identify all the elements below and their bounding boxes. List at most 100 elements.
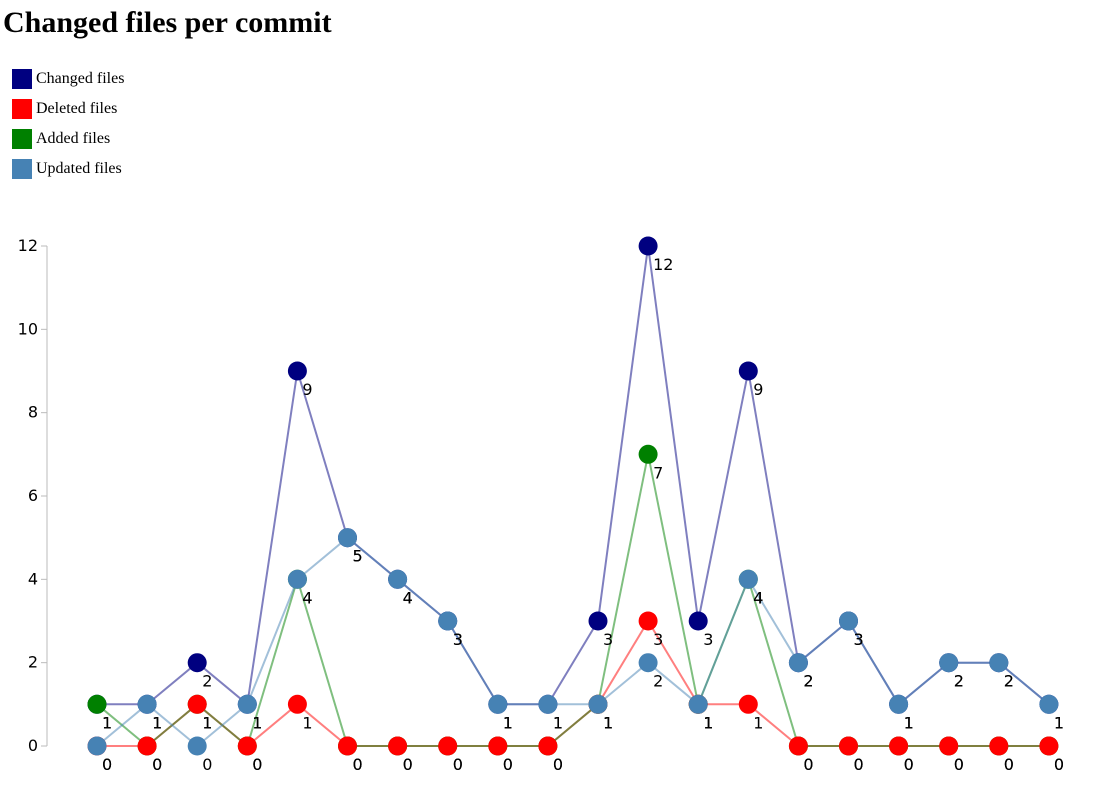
data-point <box>488 736 508 756</box>
data-label: 1 <box>603 713 613 732</box>
data-point <box>388 736 408 756</box>
data-label: 1 <box>252 713 262 732</box>
data-label: 1 <box>1054 713 1064 732</box>
data-label: 9 <box>753 380 763 399</box>
data-point <box>137 694 157 714</box>
data-label: 1 <box>102 713 112 732</box>
data-label: 1 <box>252 713 262 732</box>
data-point <box>438 611 458 631</box>
data-point <box>538 736 558 756</box>
legend-label-changed-files: Changed files <box>36 70 125 87</box>
data-label: 3 <box>854 630 864 649</box>
legend: Changed files Deleted files Added files … <box>12 64 124 184</box>
data-point <box>889 736 909 756</box>
data-label: 0 <box>954 755 964 774</box>
data-label: 2 <box>803 672 813 691</box>
data-label: 1 <box>202 713 212 732</box>
data-label: 2 <box>954 672 964 691</box>
data-point <box>287 361 307 381</box>
data-point <box>989 736 1009 756</box>
data-label: 0 <box>403 755 413 774</box>
legend-swatch-added-files <box>12 129 32 149</box>
legend-item-deleted-files: Deleted files <box>12 94 124 124</box>
data-label: 0 <box>202 755 212 774</box>
data-label: 0 <box>803 755 813 774</box>
data-label: 1 <box>603 713 613 732</box>
data-point <box>839 611 858 631</box>
data-label: 0 <box>1004 755 1014 774</box>
data-label: 0 <box>403 755 413 774</box>
data-label: 0 <box>1054 755 1064 774</box>
y-tick-label: 12 <box>18 236 38 255</box>
data-point <box>338 528 357 548</box>
data-point <box>638 611 658 631</box>
legend-label-updated-files: Updated files <box>36 160 122 177</box>
y-tick-label: 8 <box>28 403 38 422</box>
data-label: 4 <box>403 588 413 607</box>
data-label: 0 <box>353 755 363 774</box>
data-point <box>839 736 858 756</box>
data-label: 0 <box>152 755 162 774</box>
y-tick-label: 0 <box>28 736 38 755</box>
data-label: 1 <box>753 713 763 732</box>
data-label: 2 <box>202 672 212 691</box>
data-label: 1 <box>553 713 563 732</box>
data-point <box>237 694 257 714</box>
data-point <box>187 736 207 756</box>
data-label: 4 <box>753 588 763 607</box>
data-label: 0 <box>503 755 513 774</box>
data-point <box>738 694 758 714</box>
data-point <box>237 736 257 756</box>
data-point <box>688 694 708 714</box>
data-label: 9 <box>302 380 312 399</box>
data-point <box>688 611 708 631</box>
data-label: 1 <box>102 713 112 732</box>
y-axis: 0 2 4 6 8 10 12 <box>18 236 48 755</box>
data-label: 2 <box>954 672 964 691</box>
legend-label-deleted-files: Deleted files <box>36 100 118 117</box>
legend-item-changed-files: Changed files <box>12 64 124 94</box>
data-label: 1 <box>703 713 713 732</box>
data-label: 3 <box>453 630 463 649</box>
data-label: 1 <box>503 713 513 732</box>
data-label: 1 <box>553 713 563 732</box>
data-point <box>488 694 508 714</box>
data-label: 0 <box>353 755 363 774</box>
data-point <box>638 444 658 464</box>
data-point <box>638 653 658 673</box>
data-point <box>588 694 608 714</box>
data-point <box>87 736 107 756</box>
data-label: 1 <box>503 713 513 732</box>
data-label: 1 <box>202 713 212 732</box>
series-points-updated-files <box>87 528 1059 756</box>
legend-label-added-files: Added files <box>36 130 111 147</box>
data-labels-added-files: 1 0 1 0 4 0 0 0 0 0 1 7 1 4 0 0 0 0 0 0 <box>102 463 1064 774</box>
data-label: 1 <box>904 713 914 732</box>
data-label: 2 <box>653 672 663 691</box>
data-label: 0 <box>152 755 162 774</box>
data-point <box>187 653 207 673</box>
data-label: 7 <box>653 463 663 482</box>
data-label: 0 <box>553 755 563 774</box>
data-label: 0 <box>954 755 964 774</box>
data-label: 1 <box>703 713 713 732</box>
data-label: 2 <box>1004 672 1014 691</box>
data-point <box>338 736 357 756</box>
legend-swatch-deleted-files <box>12 99 32 119</box>
data-label: 5 <box>353 547 363 566</box>
data-label: 1 <box>152 713 162 732</box>
data-point <box>939 736 959 756</box>
data-point <box>638 236 658 256</box>
data-label: 0 <box>503 755 513 774</box>
data-label: 3 <box>703 630 713 649</box>
data-point <box>388 569 408 589</box>
data-label: 0 <box>102 755 112 774</box>
series-points-deleted-files <box>87 611 1059 756</box>
data-label: 0 <box>553 755 563 774</box>
legend-item-updated-files: Updated files <box>12 154 124 184</box>
data-label: 0 <box>102 755 112 774</box>
data-label: 1 <box>1054 713 1064 732</box>
data-label: 0 <box>1054 755 1064 774</box>
